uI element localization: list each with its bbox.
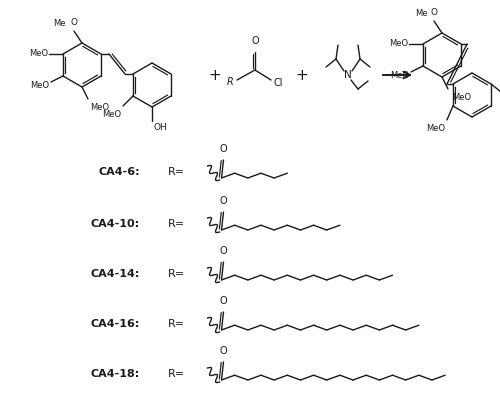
Text: CA4-6:: CA4-6: (98, 167, 140, 177)
Text: Cl: Cl (273, 78, 282, 88)
Text: R: R (226, 77, 233, 87)
Text: O: O (70, 18, 78, 27)
Text: Me: Me (416, 8, 428, 18)
Text: O: O (251, 36, 259, 46)
Text: MeO: MeO (452, 93, 471, 102)
Text: MeO: MeO (30, 82, 49, 90)
Text: MeO: MeO (102, 110, 121, 119)
Text: CA4-10:: CA4-10: (91, 219, 140, 229)
Text: R=: R= (168, 319, 185, 329)
Text: MeO: MeO (90, 103, 109, 112)
Text: R=: R= (168, 269, 185, 279)
Text: +: + (208, 68, 222, 82)
Text: R=: R= (168, 219, 185, 229)
Text: O: O (220, 296, 228, 306)
Text: OH: OH (154, 123, 168, 132)
Text: O: O (220, 246, 228, 256)
Text: R=: R= (168, 167, 185, 177)
Text: O: O (430, 8, 438, 17)
Text: R=: R= (168, 369, 185, 379)
Text: MeO: MeO (390, 72, 409, 80)
Text: O: O (220, 196, 228, 206)
Text: MeO: MeO (426, 124, 445, 133)
Text: N: N (344, 70, 352, 80)
Text: CA4-14:: CA4-14: (90, 269, 140, 279)
Text: +: + (296, 68, 308, 82)
Text: CA4-16:: CA4-16: (90, 319, 140, 329)
Text: CA4-18:: CA4-18: (91, 369, 140, 379)
Text: O: O (220, 144, 228, 154)
Text: MeO: MeO (29, 50, 48, 58)
Text: Me: Me (54, 18, 66, 28)
Text: O: O (220, 346, 228, 356)
Text: MeO: MeO (389, 40, 408, 48)
